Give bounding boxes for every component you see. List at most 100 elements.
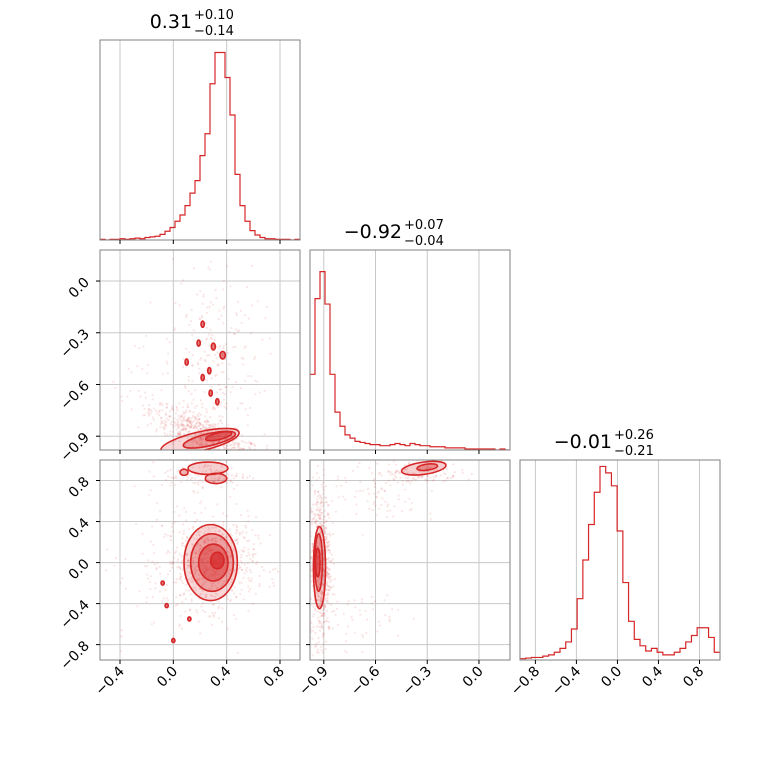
sample-point (242, 454, 244, 456)
sample-point (175, 596, 178, 599)
sample-point (238, 447, 242, 450)
sample-point (190, 577, 193, 580)
sample-point (201, 438, 205, 441)
sample-point (197, 481, 200, 484)
sample-point (323, 612, 326, 615)
sample-point (381, 497, 384, 500)
sample-point (353, 495, 357, 498)
sample-point (201, 583, 204, 587)
sample-point (225, 574, 229, 578)
sample-point (316, 519, 319, 522)
sample-point (188, 420, 191, 423)
sample-point (326, 533, 329, 536)
sample-point (89, 350, 91, 352)
sample-point (199, 358, 202, 361)
sample-point (239, 592, 242, 596)
sample-point (193, 571, 197, 574)
sample-point (236, 542, 239, 545)
sample-point (155, 568, 158, 571)
sample-point (200, 605, 203, 608)
sample-point (177, 468, 180, 472)
sample-point (201, 577, 204, 580)
sample-point (210, 337, 213, 340)
sample-point (212, 408, 215, 411)
sample-point (401, 479, 404, 483)
sample-point (193, 426, 196, 429)
sample-point (198, 549, 201, 553)
sample-point (182, 592, 186, 595)
sample-point (239, 566, 242, 569)
sample-point (235, 454, 237, 456)
sample-point (329, 586, 333, 589)
sample-point (189, 419, 192, 422)
sample-point (198, 425, 201, 428)
sample-point (326, 597, 329, 600)
sample-point (205, 410, 208, 414)
sample-point (172, 476, 175, 479)
sample-point (205, 569, 209, 572)
sample-point (235, 472, 238, 475)
sample-point (88, 589, 90, 591)
sample-point (221, 461, 223, 463)
sample-point (169, 539, 172, 542)
sample-point (326, 549, 329, 552)
sample-point (392, 515, 395, 518)
sample-point (321, 524, 324, 527)
sample-point (391, 473, 394, 476)
x-tick-label: 0.8 (261, 664, 288, 691)
sample-point (152, 551, 156, 555)
sample-point (236, 541, 239, 544)
x-tick-label: −0.6 (348, 663, 383, 698)
sample-point (177, 414, 180, 417)
sample-point (378, 624, 382, 627)
sample-point (252, 548, 255, 551)
sample-point (199, 443, 202, 446)
sample-point (212, 573, 215, 577)
sample-point (319, 604, 322, 608)
sample-point (320, 511, 323, 514)
sample-point (384, 481, 387, 484)
sample-point (244, 345, 247, 348)
sample-point (210, 539, 213, 542)
sample-point (246, 424, 249, 427)
sample-point (185, 425, 189, 428)
sample-point (223, 405, 226, 408)
sample-point (242, 576, 245, 580)
sample-point (313, 489, 317, 492)
density-contour (200, 320, 206, 329)
sample-point (217, 478, 220, 481)
sample-point (311, 476, 315, 479)
sample-point (394, 471, 397, 474)
sample-point (242, 440, 245, 443)
sample-point (193, 426, 196, 430)
sample-point (223, 546, 226, 549)
sample-point (198, 544, 202, 547)
sample-point (164, 478, 168, 481)
sample-point (160, 524, 163, 527)
sample-point (319, 598, 322, 601)
sample-point (200, 474, 203, 478)
sample-point (180, 562, 183, 565)
sample-point (177, 423, 180, 426)
sample-point (222, 398, 225, 401)
sample-point (320, 516, 323, 520)
sample-point (202, 466, 205, 469)
sample-point (320, 592, 324, 595)
sample-point (156, 501, 159, 505)
sample-point (366, 500, 369, 503)
sample-point (239, 450, 241, 452)
sample-point (201, 316, 204, 319)
sample-point (320, 593, 323, 596)
sample-point (182, 466, 185, 469)
sample-point (180, 555, 184, 558)
sample-point (204, 434, 208, 438)
sample-point (324, 599, 327, 602)
sample-point (219, 580, 222, 583)
sample-point (326, 591, 329, 595)
sample-point (319, 591, 323, 594)
sample-point (191, 420, 194, 424)
sample-point (207, 576, 210, 579)
sample-point (208, 423, 211, 426)
sample-point (221, 607, 224, 610)
sample-point (200, 427, 203, 431)
